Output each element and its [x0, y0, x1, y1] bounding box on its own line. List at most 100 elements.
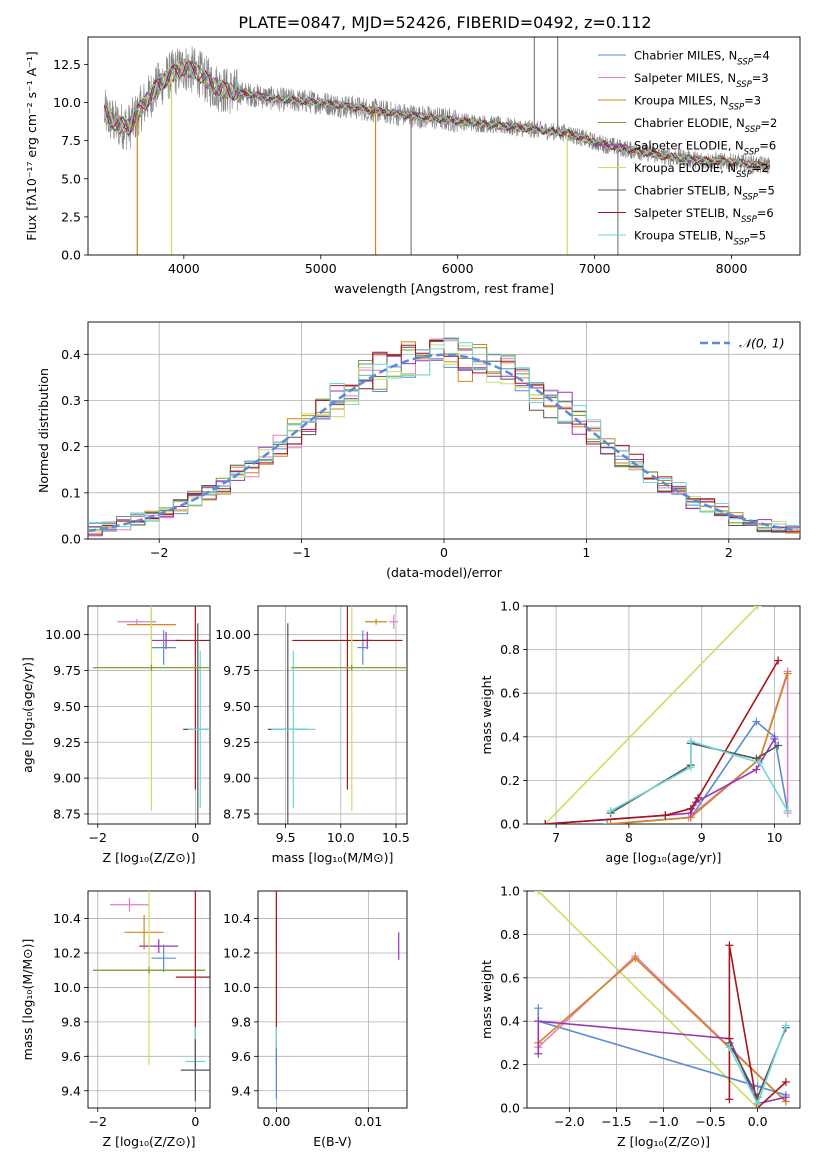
weight_vs_age-plot [541, 606, 792, 824]
age_vs_mass-ytick-label: 10.00 [215, 627, 251, 642]
mass_vs_Z-plot [92, 891, 210, 1102]
mass_vs_ebv-ytick-label: 10.0 [223, 980, 251, 995]
residuals-legend: 𝒩(0, 1) [700, 336, 785, 351]
charts-layer: 4000 5000 6000 7000 80000.02.55.07.510.012.5… [20, 36, 801, 1149]
residuals-ytick-label: 0.0 [61, 532, 81, 547]
age_vs_Z-ytick-label: 9.25 [53, 735, 81, 750]
spectrum-frame [87, 36, 801, 256]
legend-label: Salpeter STELIB, NSSP=6 [634, 206, 774, 225]
mass_vs_ebv-plot [275, 891, 400, 1100]
legend-label: Kroupa STELIB, NSSP=5 [634, 229, 766, 248]
weight_vs_age-ytick-label: 0.8 [500, 642, 520, 657]
age_vs_mass-plot [267, 606, 407, 824]
age_vs_Z-xlabel: Z [log₁₀(Z/Z⊙)] [103, 850, 196, 865]
mass_vs_ebv-xtick-label: 0.01 [354, 1114, 382, 1129]
age_vs_mass-ytick-label: 9.25 [223, 735, 251, 750]
age_vs_Z-xtick-label: −2 [89, 830, 107, 845]
spectrum-ylabel: Flux [fλ10⁻¹⁷ erg cm⁻² s⁻¹ A⁻¹] [24, 51, 39, 240]
mass_vs_Z-ytick-label: 10.0 [53, 980, 81, 995]
weight_vs_age-ytick-label: 1.0 [500, 599, 520, 614]
legend-label: 𝒩(0, 1) [739, 336, 785, 351]
weight_vs_age-xtick-label: 7 [552, 830, 560, 845]
mass_vs_ebv-ytick-label: 10.4 [223, 911, 251, 926]
residuals-xtick-label: 1 [582, 545, 590, 560]
weight_vs_age-xlabel: age [log₁₀(age/yr)] [606, 850, 722, 865]
legend-label: Kroupa MILES, NSSP=3 [634, 94, 761, 113]
spectrum-axes: 4000 5000 6000 7000 8000 0.0 2.5 5.0 7.5 10.0 12.5… [24, 36, 801, 296]
mass_vs_ebv-axes: 0.00 0.01 9.4 9.6 9.8 10.0 10.2 10.4 E(B-V) [223, 890, 408, 1149]
mass_vs_ebv-ytick-label: 10.2 [223, 946, 251, 961]
age_vs_mass-xtick-label: 10.5 [382, 830, 410, 845]
mass_vs_ebv-frame [257, 890, 408, 1109]
weight_vs_Z-xtick-label: −2.0 [554, 1114, 584, 1129]
weight_vs_Z-ytick-label: 0.0 [500, 1101, 520, 1116]
spectrum-xtick-label: 4000 [168, 261, 200, 276]
spectrum-ytick-label: 5.0 [61, 171, 81, 186]
spectrum-model-kroupa_stelib [104, 60, 770, 169]
weight_vs_age-ytick-label: 0.0 [500, 817, 520, 832]
mass_vs_Z-ytick-label: 10.2 [53, 946, 81, 961]
weight_vs_Z-xtick-label: −1.0 [648, 1114, 678, 1129]
weight_vs_age-series-salpeter_elodie [545, 738, 776, 824]
spectrum-xtick-label: 8000 [716, 261, 748, 276]
age_vs_Z-plot [92, 606, 210, 824]
mass_vs_Z-xtick-label: 0 [191, 1114, 199, 1129]
mass_vs_Z-ylabel: mass [log₁₀(M/M⊙)] [20, 939, 35, 1061]
age_vs_mass-ytick-label: 9.50 [223, 699, 251, 714]
mass_vs_ebv-ytick-label: 9.4 [231, 1083, 251, 1098]
residuals-xtick-label: −2 [150, 545, 168, 560]
residuals-ylabel: Normed distribution [36, 368, 51, 493]
weight_vs_age-series-kroupa_miles [610, 673, 789, 824]
weight_vs_Z-ylabel: mass weight [479, 960, 494, 1039]
spectrum-plot [104, 37, 771, 255]
age_vs_Z-xtick-label: 0 [191, 830, 199, 845]
spectrum-ytick-label: 7.5 [61, 133, 81, 148]
legend-label: Chabrier MILES, NSSP=4 [634, 49, 770, 68]
residuals-ytick-label: 0.2 [61, 439, 81, 454]
mass_vs_Z-xlabel: Z [log₁₀(Z/Z⊙)] [103, 1134, 196, 1149]
spectrum-ytick-label: 10.0 [53, 95, 81, 110]
weight_vs_age-series-kroupa_elodie [544, 606, 759, 824]
weight_vs_Z-ytick-label: 0.8 [500, 927, 520, 942]
mass_vs_ebv-ytick-label: 9.8 [231, 1014, 251, 1029]
age_vs_mass-ytick-label: 8.75 [223, 806, 251, 821]
age_vs_mass-xtick-label: 10.0 [327, 830, 355, 845]
weight_vs_Z-series-kroupa_elodie [537, 891, 759, 1108]
legend-label: Salpeter ELODIE, NSSP=6 [634, 139, 776, 158]
weight_vs_age-axes: 7 8 9 10 0.0 0.2 0.4 0.6 0.8 1.0 age [log₁₀(age/yr… [479, 599, 801, 865]
mass_vs_ebv-ytick-label: 9.6 [231, 1049, 251, 1064]
residuals-xtick-label: 2 [725, 545, 733, 560]
mass_vs_Z-axes: −2 0 9.4 9.6 9.8 10.0 10.2 10.4 Z [log₁₀(Z/Z⊙)] m… [20, 890, 211, 1149]
weight_vs_Z-ytick-label: 0.6 [500, 970, 520, 985]
weight_vs_Z-series-chabrier_miles [537, 1008, 787, 1096]
normal-curve [88, 353, 798, 533]
mass_vs_Z-ytick-label: 9.6 [61, 1049, 81, 1064]
age_vs_mass-axes: 9.5 10.0 10.5 8.75 9.00 9.25 9.50 9.75 10.00 mass… [215, 605, 410, 865]
weight_vs_age-series-salpeter_stelib [545, 660, 779, 824]
residuals-xtick-label: −1 [292, 545, 310, 560]
residual-hist-kroupa_stelib [88, 338, 800, 531]
weight_vs_age-xtick-label: 9 [698, 830, 706, 845]
age_vs_Z-axes: −2 0 8.75 9.00 9.25 9.50 9.75 10.00 Z [log₁₀(Z/Z… [20, 605, 211, 865]
weight_vs_Z-ytick-label: 1.0 [500, 884, 520, 899]
residuals-frame [87, 321, 801, 540]
mass_vs_Z-ytick-label: 9.4 [61, 1083, 81, 1098]
age_vs_Z-ylabel: age [log₁₀(age/yr)] [20, 657, 35, 773]
weight_vs_Z-plot [534, 891, 790, 1108]
age_vs_mass-xlabel: mass [log₁₀(M/M⊙)] [272, 850, 394, 865]
weight_vs_age-ytick-label: 0.4 [500, 729, 520, 744]
residuals-xlabel: (data-model)/error [386, 565, 503, 580]
weight_vs_Z-axes: −2.0 −1.5 −1.0 −0.5 0.0 0.0 0.2 0.4 0.6 0.8 1.0 Z [… [479, 884, 801, 1149]
spectrum-ytick-label: 12.5 [53, 57, 81, 72]
residuals-ytick-label: 0.4 [61, 347, 81, 362]
spectrum-ytick-label: 2.5 [61, 209, 81, 224]
spectrum-xtick-label: 7000 [579, 261, 611, 276]
residuals-xtick-label: 0 [440, 545, 448, 560]
mass_vs_Z-ytick-label: 10.4 [53, 911, 81, 926]
weight_vs_Z-ytick-label: 0.4 [500, 1014, 520, 1029]
weight_vs_Z-xtick-label: −1.5 [601, 1114, 631, 1129]
residuals-plot [88, 337, 800, 537]
spectrum-xlabel: wavelength [Angstrom, rest frame] [334, 281, 554, 296]
legend-label: Chabrier STELIB, NSSP=5 [634, 184, 775, 203]
